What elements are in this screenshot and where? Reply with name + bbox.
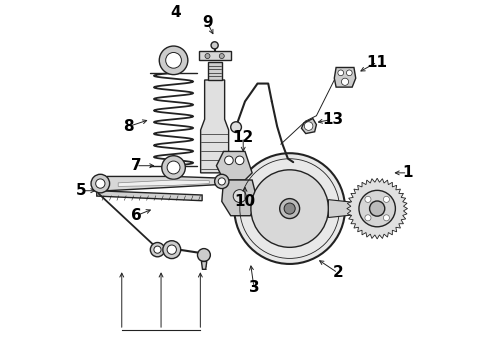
Polygon shape <box>100 176 223 191</box>
Circle shape <box>166 53 181 68</box>
Circle shape <box>365 196 371 202</box>
Circle shape <box>365 215 371 221</box>
Polygon shape <box>301 118 317 134</box>
Circle shape <box>150 243 165 257</box>
Circle shape <box>96 179 105 188</box>
Circle shape <box>167 245 176 254</box>
Text: 2: 2 <box>333 265 343 280</box>
Circle shape <box>233 190 246 203</box>
Polygon shape <box>328 200 352 217</box>
Polygon shape <box>200 80 229 173</box>
Polygon shape <box>97 191 202 201</box>
Circle shape <box>280 199 299 219</box>
Circle shape <box>251 170 328 247</box>
Circle shape <box>369 201 385 216</box>
Text: 1: 1 <box>402 165 413 180</box>
Circle shape <box>383 196 390 202</box>
Circle shape <box>91 174 110 193</box>
Text: 10: 10 <box>234 194 256 209</box>
Circle shape <box>346 70 352 76</box>
Polygon shape <box>347 178 408 239</box>
Polygon shape <box>198 51 231 60</box>
Polygon shape <box>217 152 252 180</box>
Circle shape <box>235 156 244 165</box>
Text: 4: 4 <box>170 5 181 19</box>
Polygon shape <box>222 180 258 216</box>
Circle shape <box>234 153 345 264</box>
Circle shape <box>231 122 242 132</box>
Text: 8: 8 <box>123 119 134 134</box>
Text: 11: 11 <box>367 55 388 69</box>
Circle shape <box>162 156 185 179</box>
Text: 12: 12 <box>233 130 254 145</box>
Circle shape <box>359 190 395 227</box>
Text: 5: 5 <box>75 183 86 198</box>
Polygon shape <box>208 62 221 80</box>
Circle shape <box>342 78 348 85</box>
Circle shape <box>154 246 161 253</box>
Circle shape <box>159 46 188 75</box>
Text: 6: 6 <box>131 208 142 223</box>
Polygon shape <box>118 180 209 186</box>
Circle shape <box>338 70 343 76</box>
Circle shape <box>284 203 295 214</box>
Circle shape <box>167 161 180 174</box>
Circle shape <box>215 174 229 189</box>
Circle shape <box>220 54 224 59</box>
Circle shape <box>218 178 225 185</box>
Polygon shape <box>334 67 356 87</box>
Circle shape <box>383 215 390 221</box>
Circle shape <box>205 54 210 59</box>
Circle shape <box>304 122 313 130</box>
Circle shape <box>211 42 218 49</box>
Text: 13: 13 <box>322 112 343 127</box>
Circle shape <box>163 241 181 258</box>
Text: 9: 9 <box>202 15 213 30</box>
Text: 7: 7 <box>131 158 141 173</box>
Circle shape <box>224 156 233 165</box>
Polygon shape <box>201 261 207 269</box>
Circle shape <box>197 249 210 261</box>
Text: 3: 3 <box>248 280 259 295</box>
